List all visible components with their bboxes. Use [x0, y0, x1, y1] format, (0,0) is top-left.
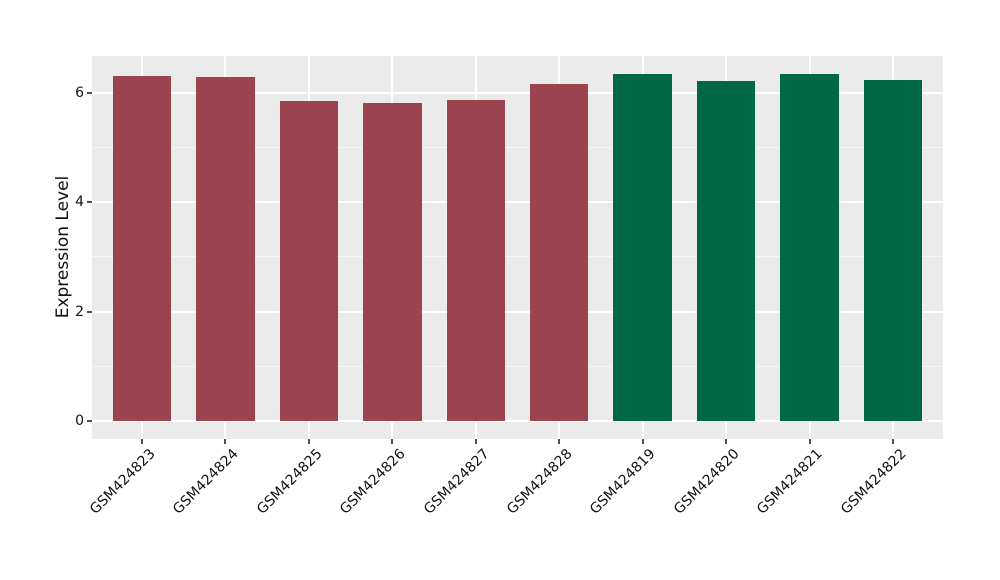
x-tick-mark	[725, 439, 728, 444]
y-tick-label: 4	[75, 194, 84, 211]
bar-GSM424826	[363, 102, 422, 421]
x-tick-mark	[808, 439, 811, 444]
x-tick-mark	[141, 439, 144, 444]
bar-GSM424825	[279, 100, 339, 421]
x-tick-label: GSM424825	[253, 446, 326, 518]
x-tick-label: GSM424828	[503, 446, 576, 518]
bar-GSM424824	[196, 77, 255, 421]
x-tick-mark	[224, 439, 227, 444]
gridline-minor-horizontal	[92, 365, 943, 367]
y-tick-mark	[87, 91, 92, 94]
x-tick-mark	[641, 439, 644, 444]
x-tick-mark	[391, 439, 394, 444]
bar-GSM424823	[112, 76, 172, 421]
bar-GSM424820	[696, 80, 756, 421]
y-tick-mark	[87, 310, 92, 313]
gridline-major-horizontal	[92, 201, 943, 204]
x-tick-label: GSM424826	[337, 446, 409, 518]
x-tick-mark	[891, 439, 894, 444]
x-tick-label: GSM424819	[587, 446, 659, 518]
y-tick-label: 0	[75, 413, 84, 429]
gridline-major-horizontal	[92, 310, 943, 313]
y-tick-label: 2	[75, 303, 84, 320]
gridline-minor-horizontal	[92, 147, 943, 149]
x-tick-label: GSM424823	[86, 446, 159, 518]
y-tick-mark	[87, 420, 92, 422]
x-tick-label: GSM424822	[837, 446, 910, 518]
x-tick-label: GSM424827	[420, 446, 493, 518]
gridline-minor-horizontal	[92, 256, 943, 258]
bar-GSM424819	[613, 73, 672, 421]
bar-GSM424828	[530, 84, 589, 421]
x-tick-label: GSM424824	[170, 446, 242, 518]
plot-panel	[92, 56, 943, 439]
y-tick-mark	[87, 201, 92, 204]
x-tick-mark	[474, 439, 477, 444]
x-tick-label: GSM424821	[754, 446, 826, 518]
bar-GSM424822	[863, 79, 923, 421]
gridline-major-horizontal	[92, 91, 943, 94]
x-tick-mark	[558, 439, 561, 444]
bar-GSM424821	[780, 74, 839, 421]
gridline-major-horizontal	[92, 420, 943, 422]
bar-GSM424827	[446, 99, 505, 421]
y-tick-label: 6	[75, 84, 84, 101]
x-tick-mark	[307, 439, 310, 444]
x-tick-label: GSM424820	[670, 446, 743, 518]
